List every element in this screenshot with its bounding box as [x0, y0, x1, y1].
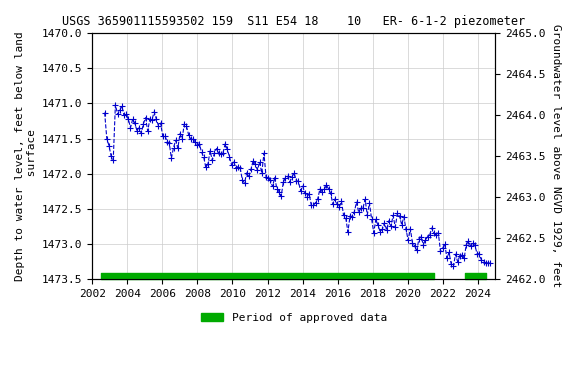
Legend: Period of approved data: Period of approved data — [196, 308, 392, 327]
Title: USGS 365901115593502 159  S11 E54 18    10   ER- 6-1-2 piezometer: USGS 365901115593502 159 S11 E54 18 10 E… — [62, 15, 525, 28]
Y-axis label: Groundwater level above NGVD 1929, feet: Groundwater level above NGVD 1929, feet — [551, 25, 561, 288]
Y-axis label: Depth to water level, feet below land
 surface: Depth to water level, feet below land su… — [15, 31, 37, 281]
